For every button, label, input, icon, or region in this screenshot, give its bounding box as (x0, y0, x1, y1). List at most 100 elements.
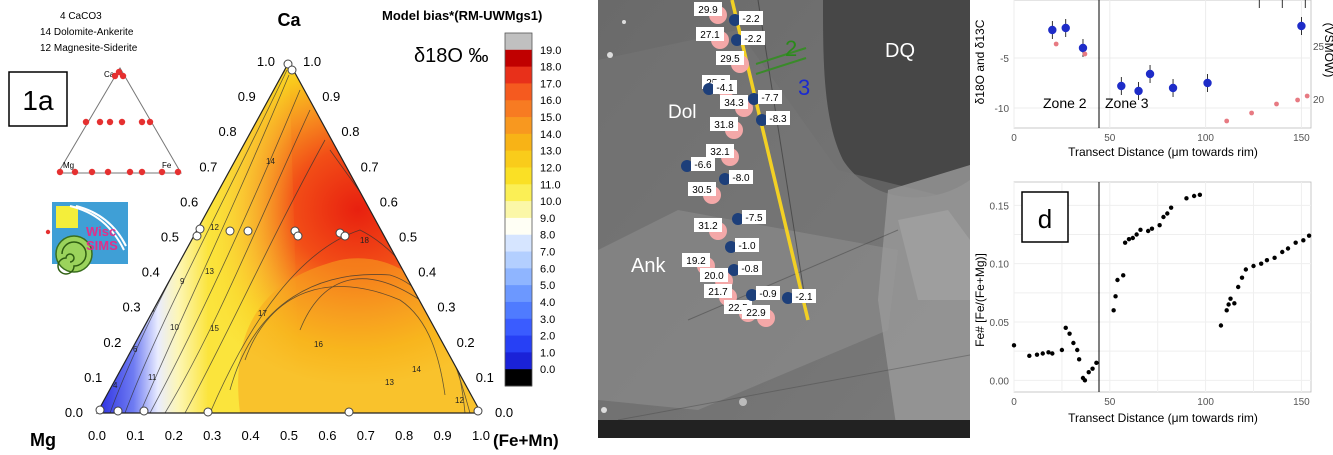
colorbar-tick-label: 10.0 (540, 196, 561, 208)
fe-number-point (1191, 193, 1197, 199)
isotope-point-blue (1168, 83, 1178, 93)
colorbar-tick-label: 7.0 (540, 247, 555, 259)
fe-number-point (1027, 353, 1032, 359)
blue-spot-label: -4.1 (716, 83, 734, 94)
legend-line: 4 CaCO3 (60, 11, 102, 22)
isotope-point-pink (1082, 51, 1088, 57)
fe-number-point (1126, 236, 1132, 242)
ternary-fill: 4 6 8 9 10 11 12 12 13 13 14 14 15 16 17… (97, 62, 481, 413)
colorbar-tick-label: 15.0 (540, 112, 561, 124)
isotope-chart: Zone 2 Zone 3 0 50 100 150 -5 -10 25 20 Trans… (975, 0, 1333, 159)
bottom-tick-label: 0.5 (280, 428, 298, 443)
fe-number-point (1243, 267, 1249, 272)
pink-spot-label: 22.9 (746, 308, 766, 319)
fe-number-point (1075, 347, 1080, 353)
fe-number-point (1197, 192, 1203, 198)
apex-label-top: Ca (277, 10, 301, 30)
colorbar-segment (505, 217, 532, 236)
panel-label-box (8, 71, 68, 127)
fe-number-point (1011, 343, 1017, 348)
blue-spot-label: -0.9 (759, 289, 777, 300)
pink-spot-label: 29.5 (720, 54, 740, 65)
contour-label: 10 (170, 323, 179, 332)
fe-number-point (1264, 257, 1270, 263)
colorbar-tick-label: 13.0 (540, 146, 561, 158)
fe-number-point (1235, 284, 1241, 290)
contour-label: 13 (385, 378, 394, 387)
logo-text-wisc: Wisc (86, 224, 116, 239)
fe-number-point (1157, 222, 1162, 228)
isotope-x-axis-label: Transect Distance (μm towards rim) (1068, 145, 1258, 159)
bottom-tick-label: 0.1 (126, 428, 144, 443)
fe-number-point (1034, 352, 1040, 357)
colorbar-title: Model bias*(RM-UWMgs1) (382, 8, 542, 23)
fe-number-point (1232, 301, 1237, 306)
isotope-point-pink (1304, 93, 1310, 99)
left-tick-label: 0.7 (199, 159, 217, 174)
fe-number-grid (1013, 182, 1311, 392)
isotope-y-tick: -10 (995, 104, 1010, 115)
fe-number-y-tick: 0.05 (990, 318, 1010, 329)
colorbar-segment (505, 100, 532, 118)
isotope-points (1048, 0, 1310, 124)
colorbar-tick-label: 4.0 (540, 297, 555, 309)
right-axis-ticks: 1.0 0.9 0.8 0.7 0.6 0.5 0.4 0.3 0.2 0.1 0.0 (303, 54, 513, 420)
colorbar-tick-label: 18.0 (540, 62, 561, 74)
contour-label: 12 (210, 223, 219, 232)
bottom-tick-label: 0.6 (318, 428, 336, 443)
left-tick-label: 1.0 (257, 54, 275, 69)
isotope-y-ticks-right: 25 20 (1313, 42, 1325, 106)
fe-number-point (1272, 255, 1277, 261)
fe-number-x-axis-label: Transect Distance (μm towards rim) (1068, 411, 1258, 425)
bottom-tick-label: 0.3 (203, 428, 221, 443)
left-tick-label: 0.8 (219, 124, 237, 139)
colorbar-tick-label: 12.0 (540, 162, 561, 174)
contour-label: 13 (205, 267, 214, 276)
fe-number-point (1130, 235, 1135, 241)
fe-number-chart: d 0 50 100 150 0.00 0.05 0.10 0.15 Transect Di… (975, 181, 1312, 425)
left-tick-label: 0.4 (142, 265, 160, 280)
apex-label-left: Mg (30, 430, 56, 450)
isotope-x-tick: 50 (1104, 133, 1116, 144)
fe-number-point (1046, 350, 1051, 355)
colorbar-tick-label: 3.0 (540, 314, 555, 326)
colorbar-ticks: 19.0 18.0 17.0 16.0 15.0 14.0 13.0 12.0 11.0 10.0… (540, 45, 561, 376)
pink-spot-label: 27.1 (700, 30, 720, 41)
fe-number-point (1168, 205, 1174, 210)
colorbar-tick-label: 14.0 (540, 129, 561, 141)
colorbar-segment (505, 49, 532, 68)
colorbar-segment (505, 352, 532, 370)
colorbar-tick-label: 1.0 (540, 347, 555, 359)
isotope-y-tick-right: 25 (1313, 42, 1325, 53)
fe-number-point (1218, 323, 1224, 328)
colorbar-segment (505, 66, 532, 84)
pink-spot-label: 21.7 (708, 287, 728, 298)
fe-number-point (1285, 246, 1291, 251)
logo-text-sims: SIMS (86, 238, 118, 253)
fe-number-point (1138, 227, 1143, 233)
contour-label: 12 (455, 396, 464, 405)
blue-spot (731, 34, 743, 46)
colorbar-segment (505, 318, 532, 337)
colorbar-tick-label: 2.0 (540, 331, 555, 343)
fe-number-point (1076, 357, 1082, 362)
contour-label: 9 (180, 277, 185, 286)
apex-label-right: (Fe+Mn) (493, 431, 559, 450)
isotope-point-pink (1224, 118, 1230, 124)
colorbar-segment (505, 268, 532, 286)
colorbar-segment (505, 184, 532, 202)
fe-number-point (1063, 325, 1068, 331)
colorbar-segment (505, 234, 532, 253)
fe-number-y-tick: 0.15 (990, 201, 1010, 212)
fe-number-point (1111, 308, 1116, 313)
bottom-tick-label: 0.7 (357, 428, 375, 443)
fe-number-point (1228, 296, 1233, 301)
legend-line: 14 Dolomite-Ankerite (40, 27, 134, 38)
colorbar (504, 32, 533, 387)
isotope-x-ticks: 0 50 100 150 (1011, 133, 1310, 144)
colorbar-segment (505, 117, 532, 135)
fe-number-y-axis-label: Fe# [Fe/(Fe+Mg)] (975, 253, 987, 347)
contour-label: 11 (148, 373, 157, 382)
isotope-grid (1013, 0, 1311, 128)
left-tick-label: 0.2 (103, 335, 121, 350)
